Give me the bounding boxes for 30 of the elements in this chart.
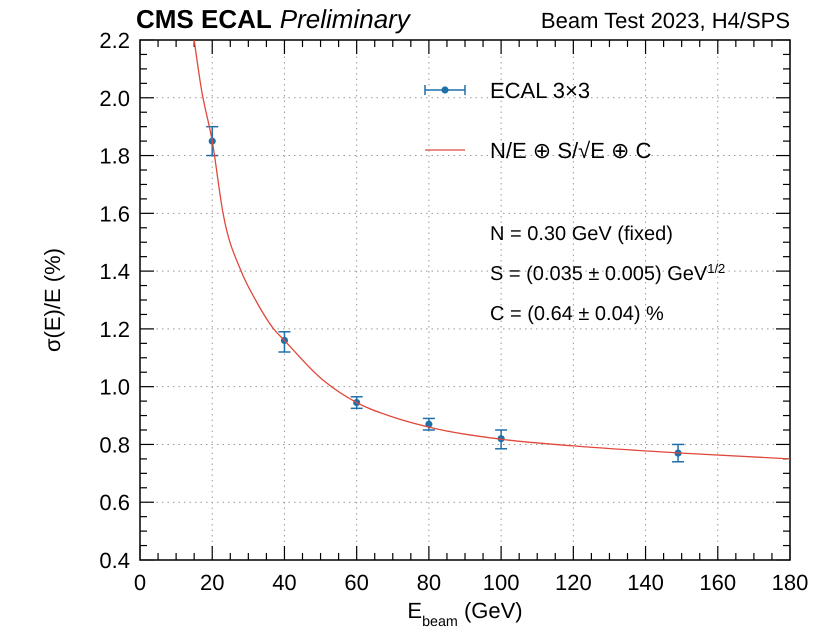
annotation: S = (0.035 ± 0.005) GeV$^{1/2}$ — [490, 260, 726, 285]
annotation: C = (0.64 ± 0.04) % — [490, 303, 664, 325]
chart-subtitle: Preliminary — [280, 4, 412, 34]
legend-label: ECAL 3×3 — [490, 78, 590, 103]
y-tick-label: 1.6 — [99, 201, 130, 226]
x-tick-label: 80 — [416, 570, 442, 595]
y-axis-title: σ(E)/E (%) — [40, 248, 65, 352]
text: Beam Test 2023, H4/SPS — [540, 8, 790, 33]
x-axis-title: E$_{beam}$ (GeV) — [407, 598, 523, 630]
y-tick-label: 2.0 — [99, 86, 130, 111]
y-tick-label: 1.8 — [99, 144, 130, 169]
y-tick-label: 0.4 — [99, 548, 130, 573]
annotation: N = 0.30 GeV (fixed) — [490, 223, 673, 245]
chart-title: CMS ECAL — [136, 4, 272, 34]
x-tick-label: 180 — [772, 570, 808, 595]
x-tick-label: 40 — [272, 570, 297, 595]
x-tick-label: 100 — [482, 570, 520, 595]
y-tick-label: 1.2 — [99, 316, 130, 342]
x-tick-label: 140 — [627, 570, 664, 595]
y-tick-label: 1.4 — [99, 259, 130, 284]
y-tick-label: 2.2 — [99, 28, 130, 53]
x-tick-label: 0 — [134, 570, 146, 595]
x-tick-label: 20 — [200, 570, 224, 595]
x-tick-label: 120 — [554, 570, 592, 595]
y-tick-label: 0.8 — [99, 432, 130, 458]
y-tick-label: 0.6 — [99, 490, 130, 516]
x-tick-label: 60 — [344, 570, 369, 595]
y-tick-label: 1.0 — [99, 374, 130, 400]
legend-label: N/E ⊕ S/√E ⊕ C — [490, 138, 652, 163]
x-tick-label: 160 — [699, 570, 736, 595]
